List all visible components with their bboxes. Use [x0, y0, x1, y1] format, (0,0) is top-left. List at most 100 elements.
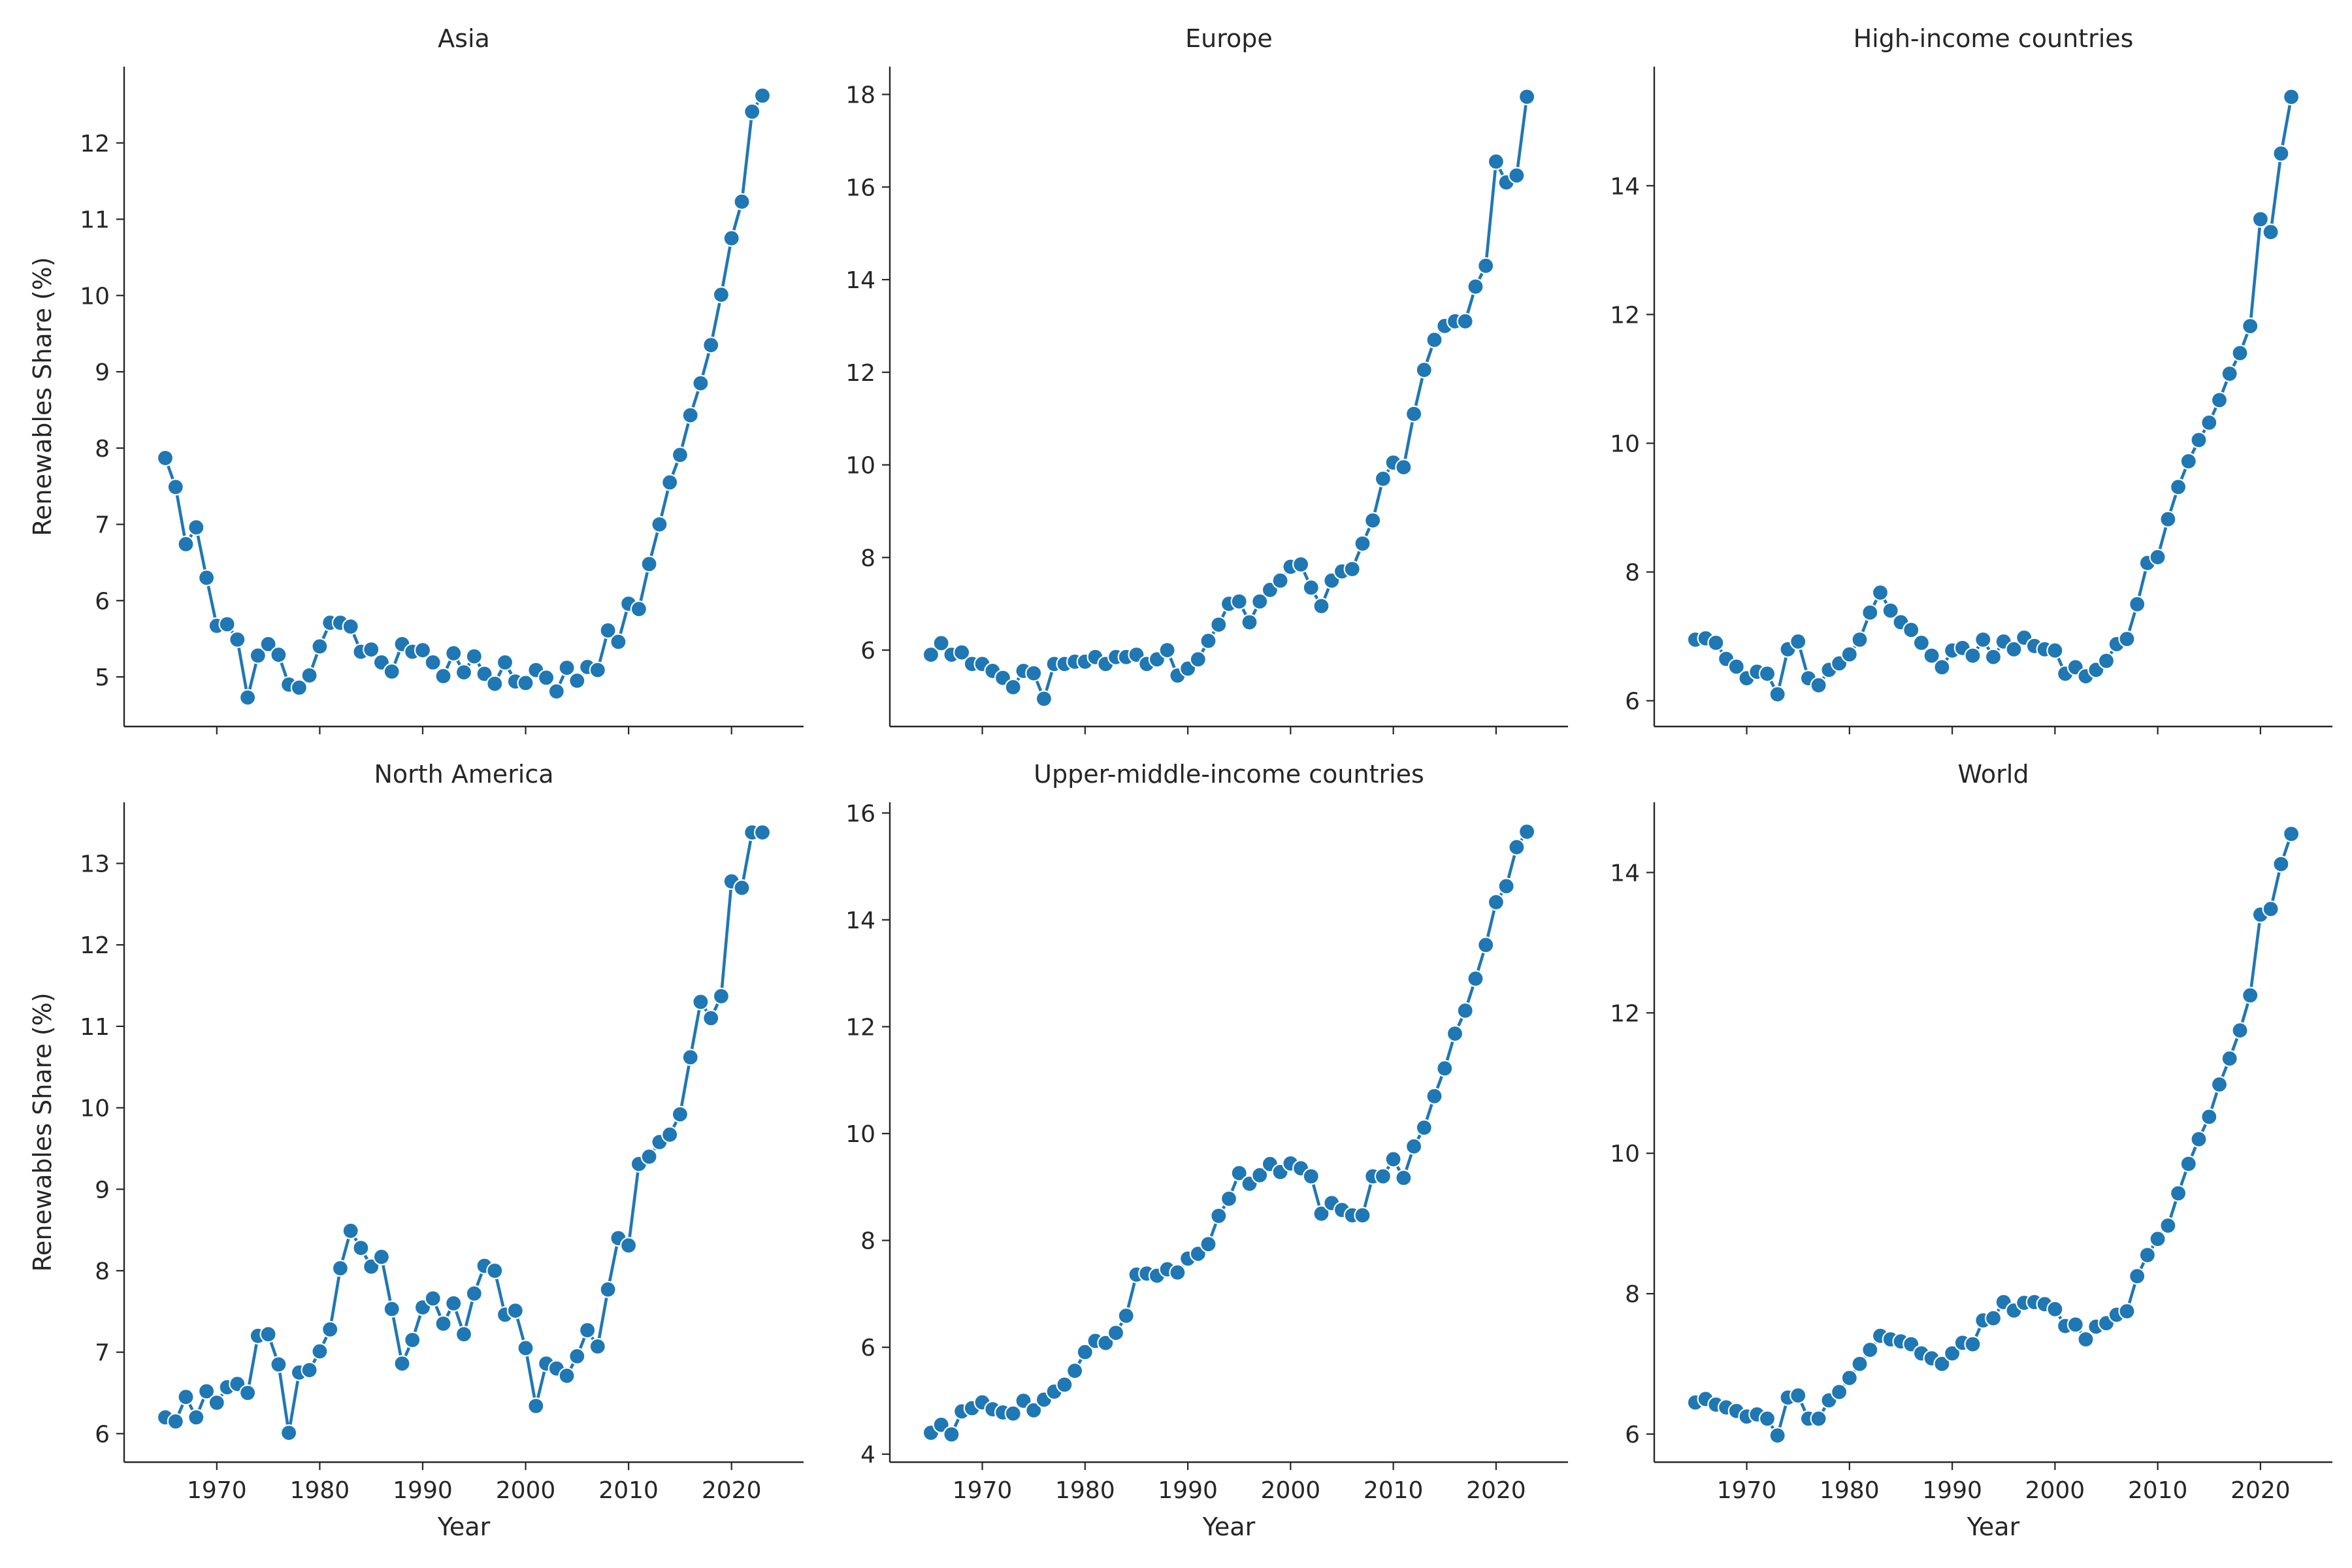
data-point: [1487, 153, 1505, 171]
data-point: [167, 1413, 184, 1430]
x-tick-label: 2020: [2230, 1477, 2291, 1504]
data-point: [434, 1315, 452, 1333]
data-point: [681, 1049, 699, 1066]
y-axis-label: Renewables Share (%): [28, 992, 57, 1271]
chart-panel-1: Asia 5 6 7 8 9 10 11 12 Renewables Share (%): [28, 24, 804, 734]
data-point: [1467, 970, 1484, 988]
data-point: [363, 640, 380, 659]
data-point: [640, 1148, 658, 1166]
data-point: [932, 634, 950, 652]
data-point: [1861, 1341, 1879, 1359]
data-point: [692, 993, 710, 1011]
data-point: [372, 1248, 391, 1266]
y-tick-label: 7: [95, 1340, 110, 1367]
data-point: [1004, 678, 1022, 696]
data-point: [486, 1262, 504, 1280]
y-tick-label: 11: [80, 1014, 110, 1041]
x-tick-label: 2010: [2128, 1477, 2188, 1504]
data-point: [661, 474, 679, 491]
data-point: [1210, 1207, 1228, 1225]
x-axis-label: Year: [437, 1512, 491, 1541]
y-axis-label: Renewables Share (%): [28, 257, 57, 536]
data-point: [1984, 648, 2002, 666]
y-tick-label: 10: [1610, 1141, 1640, 1168]
data-point: [630, 600, 648, 618]
y-tick-label: 8: [1625, 560, 1640, 587]
x-axis-label: Year: [1967, 1512, 2020, 1541]
data-point: [723, 229, 740, 247]
data-point: [661, 1126, 679, 1143]
data-point: [2190, 1130, 2208, 1148]
data-point: [1923, 647, 1940, 664]
data-point: [1871, 583, 1889, 602]
data-point: [702, 1009, 720, 1027]
y-tick-label: 14: [845, 267, 875, 294]
data-point: [414, 642, 432, 659]
data-point: [1933, 1355, 1951, 1373]
x-tick-label: 2020: [702, 1477, 762, 1504]
data-point: [1374, 470, 1392, 487]
data-point: [1189, 651, 1207, 668]
data-point: [568, 1347, 586, 1365]
data-point: [1097, 1334, 1115, 1352]
x-tick-label: 2000: [496, 1477, 556, 1504]
data-point: [383, 662, 400, 681]
x-tick-label: 2010: [1364, 1477, 1424, 1504]
data-point: [2242, 987, 2259, 1004]
data-point: [424, 1290, 442, 1307]
data-point: [568, 672, 586, 690]
data-point: [301, 666, 318, 684]
data-point: [1840, 645, 1858, 663]
data-point: [2180, 1155, 2197, 1173]
y-tick-label: 14: [1610, 173, 1640, 200]
series-line: [929, 830, 1529, 1436]
data-point: [1107, 1324, 1125, 1342]
data-point: [2283, 88, 2300, 106]
data-point: [2046, 642, 2064, 659]
data-point: [1405, 405, 1423, 423]
y-tick-label: 6: [1625, 1422, 1640, 1448]
x-axis-label: Year: [1202, 1512, 1256, 1541]
chart-panel-2: Europe 6 8 10 12 14 16 18: [845, 24, 1568, 734]
data-point: [558, 1367, 576, 1384]
data-point: [363, 1258, 380, 1275]
data-point: [486, 675, 504, 693]
data-point: [249, 647, 267, 664]
data-point: [1200, 632, 1217, 650]
data-point: [932, 1416, 950, 1433]
x-tick-label: 2010: [598, 1477, 659, 1504]
data-point: [424, 653, 442, 672]
data-point: [527, 1397, 545, 1415]
panel-title: Upper-middle-income countries: [1034, 760, 1424, 789]
data-point: [1487, 893, 1505, 911]
data-point: [1436, 1060, 1454, 1077]
data-point: [2129, 1267, 2146, 1285]
data-point: [455, 1326, 473, 1343]
data-point: [1415, 1119, 1433, 1137]
data-point: [445, 644, 463, 662]
data-point: [1302, 1168, 1320, 1185]
data-point: [537, 669, 555, 687]
data-point: [1903, 621, 1920, 639]
data-point: [599, 621, 617, 640]
data-point: [692, 374, 710, 392]
data-point: [599, 1281, 617, 1298]
y-tick-label: 6: [1625, 689, 1640, 715]
y-tick-label: 11: [80, 207, 110, 234]
data-point: [1066, 1362, 1084, 1380]
x-tick-label: 1980: [290, 1477, 350, 1504]
data-point: [2180, 452, 2197, 470]
data-point: [1497, 877, 1515, 895]
chart-panel-4: North America 6 7 8 9 10 11 12 13 1970 1980 1990 200…: [28, 760, 804, 1541]
data-point: [1707, 634, 1725, 652]
data-point: [640, 555, 658, 573]
y-tick-label: 6: [860, 638, 875, 664]
panel-title: High-income countries: [1854, 24, 2134, 53]
data-point: [743, 103, 761, 120]
data-point: [1758, 665, 1776, 683]
data-point: [547, 683, 565, 700]
data-point: [1117, 1307, 1135, 1325]
data-point: [1210, 615, 1228, 634]
data-point: [156, 449, 174, 467]
data-point: [1933, 659, 1951, 676]
